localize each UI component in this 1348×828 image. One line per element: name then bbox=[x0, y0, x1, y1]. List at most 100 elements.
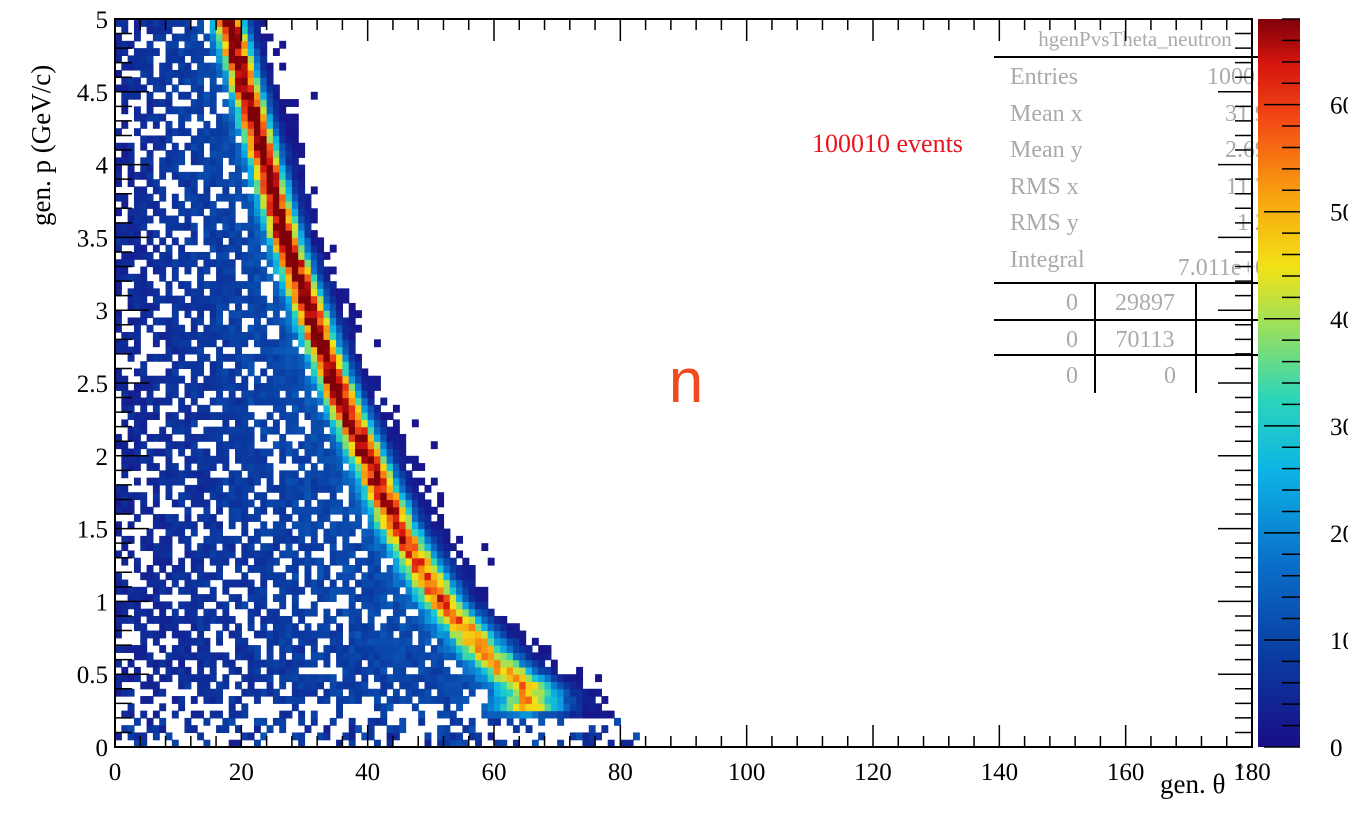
heatmap-cell bbox=[279, 441, 287, 450]
heatmap-cell bbox=[550, 681, 558, 690]
heatmap-cell bbox=[367, 441, 375, 450]
heatmap-cell bbox=[392, 579, 400, 588]
heatmap-cell bbox=[197, 84, 205, 93]
heatmap-cell bbox=[304, 477, 312, 486]
heatmap-cell bbox=[241, 179, 249, 188]
heatmap-cell bbox=[203, 463, 211, 471]
heatmap-cell bbox=[140, 113, 148, 122]
heatmap-cell bbox=[494, 623, 501, 632]
heatmap-cell bbox=[247, 142, 255, 151]
heatmap-cell bbox=[197, 652, 205, 661]
heatmap-cell bbox=[550, 666, 558, 675]
heatmap-cell bbox=[291, 470, 299, 479]
heatmap-cell bbox=[323, 339, 331, 348]
heatmap-cell bbox=[582, 696, 590, 704]
heatmap-cell bbox=[317, 281, 325, 289]
heatmap-cell bbox=[272, 659, 280, 668]
heatmap-cell bbox=[209, 99, 217, 107]
heatmap-cell bbox=[279, 586, 287, 595]
heatmap-cell bbox=[361, 375, 369, 384]
heatmap-cell bbox=[203, 579, 211, 588]
heatmap-cell bbox=[140, 171, 148, 180]
heatmap-cell bbox=[209, 586, 217, 595]
heatmap-cell bbox=[449, 557, 457, 566]
heatmap-cell bbox=[310, 368, 318, 377]
heatmap-cell bbox=[228, 26, 236, 35]
heatmap-cell bbox=[127, 84, 135, 93]
heatmap-cell bbox=[133, 514, 141, 522]
heatmap-cell bbox=[197, 361, 205, 370]
heatmap-cell bbox=[133, 368, 141, 377]
heatmap-cell bbox=[392, 725, 400, 734]
heatmap-cell bbox=[449, 688, 457, 697]
heatmap-cell bbox=[576, 696, 584, 704]
heatmap-cell bbox=[203, 33, 211, 42]
heatmap-cell bbox=[152, 484, 160, 493]
heatmap-cell bbox=[235, 113, 242, 122]
heatmap-cell bbox=[304, 688, 312, 697]
heatmap-cell bbox=[178, 630, 186, 639]
heatmap-cell bbox=[323, 433, 331, 442]
heatmap-cell bbox=[272, 579, 280, 588]
heatmap-cell bbox=[190, 317, 198, 326]
heatmap-cell bbox=[437, 652, 445, 661]
heatmap-cell bbox=[203, 455, 211, 464]
heatmap-cell bbox=[298, 164, 306, 173]
heatmap-cell bbox=[165, 615, 173, 624]
heatmap-cell bbox=[228, 99, 236, 107]
heatmap-cell bbox=[272, 48, 280, 56]
heatmap-cell bbox=[133, 77, 141, 86]
heatmap-cell bbox=[216, 397, 223, 406]
heatmap-cell bbox=[171, 150, 179, 158]
heatmap-cell bbox=[279, 535, 287, 544]
heatmap-cell bbox=[165, 251, 173, 260]
heatmap-cell bbox=[235, 404, 242, 413]
heatmap-cell bbox=[253, 550, 261, 559]
heatmap-cell bbox=[152, 543, 160, 552]
heatmap-cell bbox=[260, 717, 268, 726]
heatmap-cell bbox=[266, 477, 274, 486]
heatmap-cell bbox=[171, 412, 179, 420]
heatmap-cell bbox=[197, 251, 205, 260]
heatmap-cell bbox=[190, 99, 198, 107]
heatmap-cell bbox=[184, 579, 192, 588]
heatmap-cell bbox=[304, 623, 312, 632]
heatmap-cell bbox=[494, 681, 501, 690]
heatmap-cell bbox=[127, 412, 135, 420]
heatmap-cell bbox=[430, 441, 438, 450]
heatmap-cell bbox=[241, 514, 249, 522]
heatmap-cell bbox=[418, 492, 426, 501]
heatmap-cell bbox=[228, 324, 236, 333]
heatmap-cell bbox=[342, 339, 350, 348]
heatmap-cell bbox=[209, 674, 217, 683]
heatmap-cell bbox=[203, 339, 211, 348]
heatmap-cell bbox=[367, 601, 375, 610]
heatmap-cell bbox=[222, 550, 230, 559]
heatmap-cell bbox=[279, 193, 287, 202]
heatmap-cell bbox=[241, 557, 249, 566]
heatmap-cell bbox=[159, 19, 167, 27]
heatmap-cell bbox=[140, 244, 148, 253]
heatmap-cell bbox=[279, 550, 287, 559]
heatmap-cell bbox=[342, 652, 350, 661]
heatmap-cell bbox=[348, 492, 356, 501]
heatmap-cell bbox=[487, 652, 495, 661]
heatmap-cell bbox=[405, 645, 413, 653]
heatmap-cell bbox=[317, 448, 325, 457]
heatmap-cell bbox=[197, 455, 205, 464]
heatmap-cell bbox=[216, 441, 223, 450]
heatmap-cell bbox=[190, 521, 198, 530]
heatmap-cell bbox=[115, 230, 122, 238]
heatmap-cell bbox=[367, 579, 375, 588]
heatmap-cell bbox=[235, 426, 242, 435]
heatmap-cell bbox=[241, 266, 249, 275]
heatmap-cell bbox=[209, 463, 217, 471]
heatmap-cell bbox=[266, 113, 274, 122]
heatmap-cell bbox=[279, 659, 287, 668]
heatmap-cell bbox=[285, 128, 293, 137]
heatmap-cell bbox=[146, 77, 154, 86]
heatmap-cell bbox=[443, 688, 451, 697]
heatmap-cell bbox=[298, 375, 306, 384]
heatmap-cell bbox=[235, 739, 242, 748]
heatmap-cell bbox=[588, 688, 596, 697]
